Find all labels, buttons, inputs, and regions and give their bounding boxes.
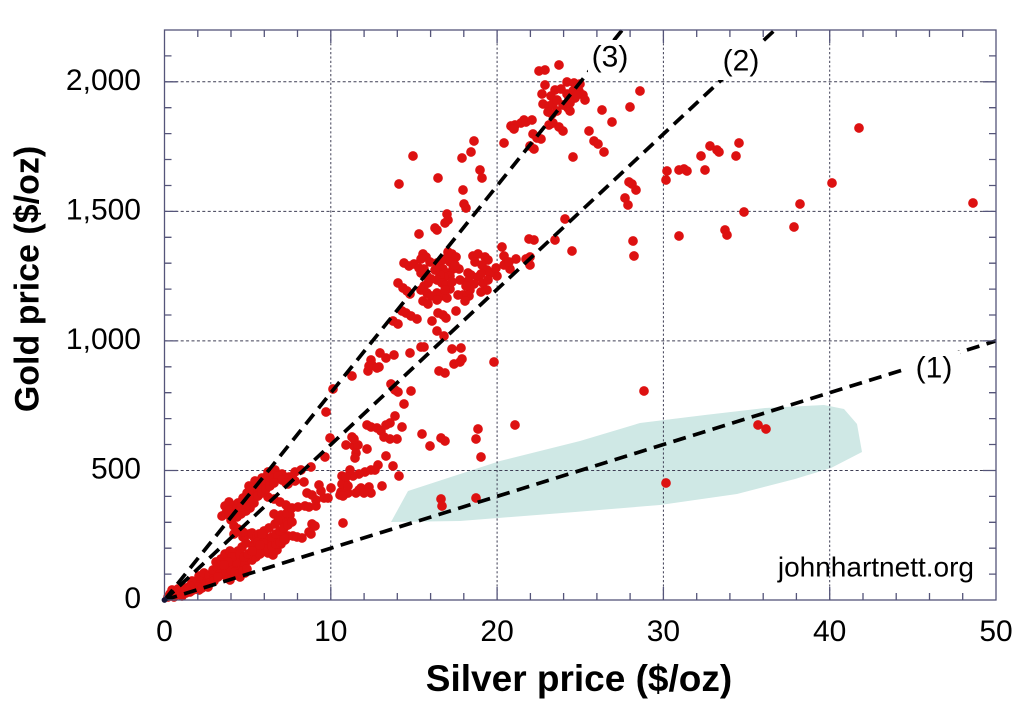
svg-text:1,000: 1,000 xyxy=(66,323,141,356)
svg-text:(1): (1) xyxy=(916,352,953,385)
svg-text:Gold price ($/oz): Gold price ($/oz) xyxy=(9,146,47,412)
svg-text:50: 50 xyxy=(979,615,1012,648)
svg-text:20: 20 xyxy=(480,615,513,648)
svg-text:40: 40 xyxy=(813,615,846,648)
svg-text:Silver price ($/oz): Silver price ($/oz) xyxy=(426,658,732,699)
svg-text:1,500: 1,500 xyxy=(66,193,141,226)
svg-text:2,000: 2,000 xyxy=(66,64,141,97)
svg-text:500: 500 xyxy=(91,453,141,486)
svg-text:10: 10 xyxy=(314,615,347,648)
svg-text:0: 0 xyxy=(156,615,173,648)
svg-text:(3): (3) xyxy=(592,41,629,74)
svg-text:johnhartnett.org: johnhartnett.org xyxy=(777,552,974,583)
svg-text:30: 30 xyxy=(647,615,680,648)
svg-text:0: 0 xyxy=(124,582,141,615)
svg-text:(2): (2) xyxy=(723,45,760,78)
